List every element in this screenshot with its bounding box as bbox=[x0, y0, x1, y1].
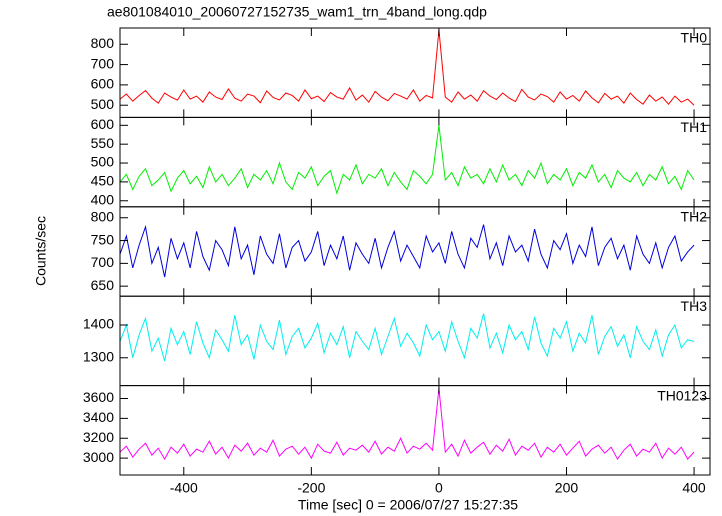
light-curve bbox=[119, 125, 695, 195]
chart-title: ae801084010_20060727152735_wam1_trn_4ban… bbox=[107, 4, 487, 20]
light-curve bbox=[119, 29, 695, 106]
y-tick-label: 700 bbox=[91, 254, 115, 270]
x-tick-label: 200 bbox=[555, 480, 579, 496]
y-tick-label: 450 bbox=[91, 173, 115, 189]
y-tick-label: 3000 bbox=[83, 449, 114, 465]
y-tick-label: 3200 bbox=[83, 429, 114, 445]
y-tick-label: 600 bbox=[91, 76, 115, 92]
panel-frame bbox=[119, 385, 711, 476]
light-curve bbox=[119, 388, 695, 461]
y-tick-label: 500 bbox=[91, 154, 115, 170]
panel-label: TH0 bbox=[681, 30, 708, 46]
y-tick-label: 3400 bbox=[83, 409, 114, 425]
x-axis-label: Time [sec] 0 = 2006/07/27 15:27:35 bbox=[298, 497, 518, 513]
y-tick-label: 1400 bbox=[83, 316, 114, 332]
panel-label: TH1 bbox=[681, 119, 708, 135]
y-tick-label: 700 bbox=[91, 55, 115, 71]
x-tick-label: -400 bbox=[170, 480, 198, 496]
light-curve bbox=[119, 224, 695, 278]
panel-label: TH3 bbox=[681, 298, 708, 314]
panel-label: TH2 bbox=[681, 209, 708, 225]
x-tick-label: 0 bbox=[435, 480, 443, 496]
y-tick-label: 550 bbox=[91, 135, 115, 151]
x-tick-label: -200 bbox=[297, 480, 325, 496]
y-tick-label: 750 bbox=[91, 231, 115, 247]
y-tick-label: 600 bbox=[91, 116, 115, 132]
y-tick-label: 650 bbox=[91, 277, 115, 293]
y-axis-label: Counts/sec bbox=[33, 216, 49, 286]
y-tick-label: 400 bbox=[91, 191, 115, 207]
y-tick-label: 800 bbox=[91, 35, 115, 51]
light-curve bbox=[119, 313, 695, 362]
y-tick-label: 500 bbox=[91, 96, 115, 112]
x-tick-label: 400 bbox=[682, 480, 706, 496]
y-tick-label: 800 bbox=[91, 208, 115, 224]
panel-label: TH0123 bbox=[657, 387, 707, 403]
y-tick-label: 1300 bbox=[83, 348, 114, 364]
y-tick-label: 3600 bbox=[83, 389, 114, 405]
